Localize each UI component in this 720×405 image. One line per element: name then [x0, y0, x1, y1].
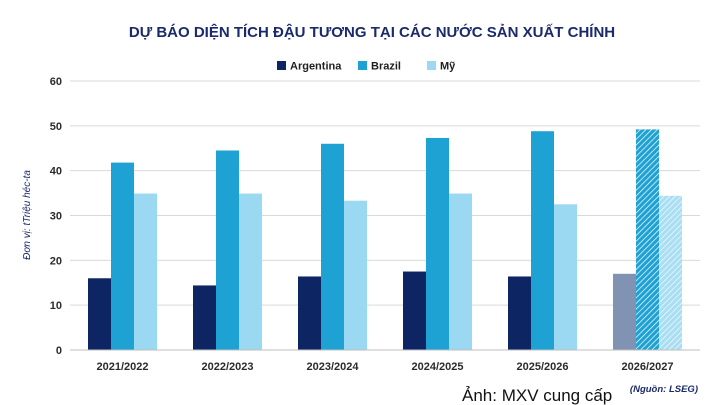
y-tick-label: 10	[50, 300, 62, 312]
source-note: (Nguồn: LSEG)	[630, 384, 698, 395]
bar-argentina-2021-2022	[88, 278, 111, 350]
bar-argentina-2024-2025	[403, 271, 426, 350]
legend-swatch-brazil	[358, 61, 367, 70]
bar-argentina-2025-2026	[508, 276, 531, 350]
chart-title: DỰ BÁO DIỆN TÍCH ĐẬU TƯƠNG TẠI CÁC NƯỚC …	[129, 23, 615, 41]
bar-argentina-2022-2023	[193, 285, 216, 350]
bar-brazil-2023-2024	[321, 143, 344, 350]
bar-argentina-2026-2027	[613, 273, 636, 350]
y-tick-label: 60	[50, 76, 62, 88]
bar-mỹ-2024-2025	[449, 193, 472, 350]
bar-brazil-2021-2022	[111, 162, 134, 350]
bar-mỹ-2025-2026	[554, 204, 577, 350]
legend: Argentina Brazil Mỹ	[277, 61, 456, 73]
x-tick-label: 2021/2022	[97, 361, 149, 373]
legend-label-mỹ: Mỹ	[440, 61, 456, 73]
legend-label-argentina: Argentina	[290, 61, 342, 73]
y-tick-label: 0	[56, 345, 62, 357]
y-tick-label: 40	[50, 166, 62, 178]
bar-argentina-2023-2024	[298, 276, 321, 350]
image-caption: Ảnh: MXV cung cấp	[462, 386, 612, 405]
x-axis-ticks: 2021/2022 2022/2023 2023/2024 2024/2025 2025…	[97, 361, 674, 373]
bar-mỹ-2023-2024	[344, 200, 367, 350]
y-axis-label: Đơn vị: tTriệu héc-ta	[22, 170, 33, 260]
legend-swatch-argentina	[277, 61, 286, 70]
y-tick-label: 50	[50, 121, 62, 133]
x-tick-label: 2024/2025	[412, 361, 464, 373]
y-tick-label: 20	[50, 255, 62, 267]
x-tick-label: 2026/2027	[622, 361, 674, 373]
x-tick-label: 2023/2024	[307, 361, 360, 373]
y-axis-ticks: 0 10 20 30 40 50 60	[50, 76, 62, 357]
bar-mỹ-2026-2027	[659, 195, 682, 350]
bar-mỹ-2022-2023	[239, 193, 262, 350]
gridlines	[70, 80, 700, 306]
bar-brazil-2022-2023	[216, 150, 239, 350]
bar-brazil-2026-2027	[636, 129, 659, 350]
bar-brazil-2025-2026	[531, 131, 554, 350]
legend-swatch-mỹ	[427, 61, 436, 70]
legend-label-brazil: Brazil	[371, 61, 401, 73]
x-tick-label: 2022/2023	[202, 361, 254, 373]
bars	[88, 129, 682, 350]
y-tick-label: 30	[50, 211, 62, 223]
bar-mỹ-2021-2022	[134, 193, 157, 350]
bar-brazil-2024-2025	[426, 137, 449, 350]
x-tick-label: 2025/2026	[517, 361, 569, 373]
